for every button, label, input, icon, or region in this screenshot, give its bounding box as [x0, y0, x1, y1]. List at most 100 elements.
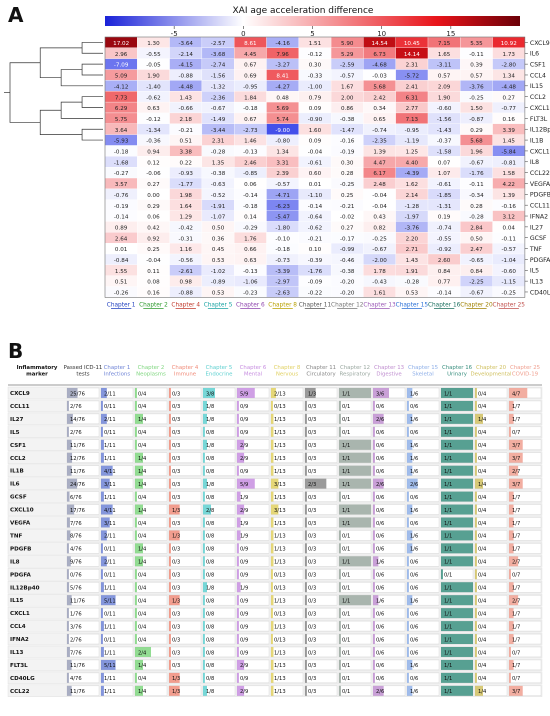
table-cell-value: 0/1 [342, 404, 350, 410]
heatmap-row-label: CCL2 [530, 94, 546, 101]
heatmap-cell-value: 0.42 [147, 225, 159, 231]
table-cell-fill [509, 452, 523, 463]
heatmap-cell-value: -0.04 [372, 193, 387, 199]
table-cell-fill [339, 543, 341, 554]
table-cell-value: 1/11 [104, 689, 116, 695]
table-column-header: Passed ICD-11 tests [64, 365, 103, 377]
table-cell-value: 1/4 [478, 482, 487, 488]
table-cell-fill [237, 672, 239, 683]
heatmap-cell-value: 1.84 [244, 95, 257, 101]
table-cell-fill [101, 569, 103, 580]
table-cell-value: 0/4 [478, 534, 487, 540]
table-cell-value: 2/11 [104, 560, 116, 566]
table-cell-value: 0/4 [138, 624, 147, 630]
table-cell-fill [67, 491, 70, 502]
table-cell-value: 1/6 [410, 443, 418, 449]
table-cell-value: 1/1 [444, 521, 452, 527]
table-cell-fill [509, 517, 514, 528]
heatmap-cell-value: -0.80 [275, 139, 290, 145]
table-cell-fill [475, 465, 477, 476]
table-cell-value: 0/13 [274, 404, 286, 410]
table-cell-value: 0/4 [478, 611, 487, 617]
heatmap-cell-value: 2.00 [341, 95, 354, 101]
table-cell-fill [67, 582, 70, 593]
table-cell-fill [271, 608, 273, 619]
table-cell-value: 0/11 [104, 637, 116, 643]
table-column-header: Chapter 15 Skeletal [408, 365, 438, 377]
heatmap-cell-value: 0.89 [115, 225, 128, 231]
table-cell-value: 1/1 [444, 534, 452, 540]
table-cell-fill [237, 621, 239, 632]
table-cell-fill [339, 582, 341, 593]
heatmap-cell-value: 14.14 [404, 52, 420, 58]
heatmap-cell-value: -0.60 [502, 269, 517, 275]
table-cell-value: 0/3 [172, 547, 180, 553]
heatmap-cell-value: 0.67 [244, 117, 257, 123]
heatmap-column-label: Chapter 1 [107, 302, 136, 308]
heatmap-cell-value: -0.18 [243, 204, 258, 210]
table-cell-fill [203, 595, 205, 606]
heatmap-column-label: Chapter 15 [396, 302, 429, 308]
table-cell-value: 0/3 [308, 508, 316, 514]
heatmap-cell-value: -0.34 [469, 193, 484, 199]
heatmap-cell-value: -1.34 [146, 128, 161, 134]
table-cell-value: 3/11 [104, 521, 116, 527]
table-cell-value: 1/13 [274, 547, 286, 553]
table-cell-value: 0/6 [410, 586, 418, 592]
table-cell-fill [237, 426, 239, 437]
colorbar-tick-label: 0 [241, 30, 245, 38]
heatmap-cell-value: -3.44 [211, 128, 226, 134]
table-cell-fill [237, 439, 245, 450]
heatmap-row-label: IL27 [530, 224, 543, 231]
heatmap-cell-value: 1.43 [406, 258, 419, 264]
heatmap-cell-value: -1.85 [437, 193, 452, 199]
table-cell-fill [169, 388, 171, 398]
heatmap-column-label: Chapter 5 [204, 302, 233, 308]
heatmap-cell-value: -0.28 [405, 280, 420, 286]
panel-label-b: B [8, 339, 23, 363]
heatmap-cell-value: 5.68 [470, 139, 483, 145]
table-cell-value: 0/3 [308, 417, 316, 423]
table-cell-value: 0/3 [172, 663, 180, 669]
colorbar-tick-label: 10 [377, 30, 386, 38]
table-cell-fill [169, 426, 171, 437]
heatmap-cell-value: 0.08 [147, 280, 160, 286]
heatmap-row-label: CXCL1 [530, 148, 550, 155]
heatmap-cell-value: 1.96 [470, 150, 483, 156]
table-cell-fill [271, 504, 279, 515]
heatmap-cell-value: -4.15 [179, 63, 194, 69]
heatmap-cell-value: -0.19 [340, 150, 355, 156]
heatmap-row-label: IFNA2 [530, 213, 548, 220]
table-cell-fill [373, 647, 375, 657]
table-cell-fill [203, 491, 205, 502]
table-cell-fill [67, 595, 72, 606]
heatmap-row-label: CCL4 [530, 72, 546, 79]
table-cell-value: 3/6 [376, 391, 384, 397]
heatmap-grid: 17.02 1.30 -3.64 -2.57 8.61 -4.16 1.51 5.90 14.5… [104, 36, 526, 298]
table-cell-fill [169, 556, 171, 567]
table-cell-value: 1/3 [172, 508, 180, 514]
heatmap-cell-value: -0.37 [437, 139, 452, 145]
table-cell-fill [67, 413, 73, 424]
heatmap-row-label: IL12Bp40 [530, 127, 550, 134]
table-cell-fill [509, 595, 519, 606]
table-corner-header: Inflammatory marker [17, 365, 58, 377]
panel-label-a: A [8, 3, 24, 27]
table-cell-value: 1/3 [172, 676, 180, 682]
table-column-header: Chapter 13 Digestive [374, 365, 404, 377]
table-cell-value: 0/3 [308, 404, 316, 410]
table-cell-value: 1/6 [410, 534, 418, 540]
table-cell-fill [509, 530, 514, 541]
table-cell-fill [67, 400, 69, 411]
table-cell-fill [339, 452, 371, 463]
heatmap-cell-value: -0.85 [243, 171, 258, 177]
table-row-marker: IL12Bp40 [10, 585, 40, 591]
table-cell-fill [339, 569, 341, 580]
heatmap-cell-value: 0.28 [470, 204, 483, 210]
table-cell-fill [441, 556, 473, 567]
table-cell-fill [67, 634, 69, 644]
table-cell-value: 0/3 [172, 650, 180, 656]
heatmap-row-label: CXCL10 [530, 105, 550, 112]
heatmap-cell-value: -4.68 [372, 63, 387, 69]
table-cell-fill [135, 426, 137, 437]
